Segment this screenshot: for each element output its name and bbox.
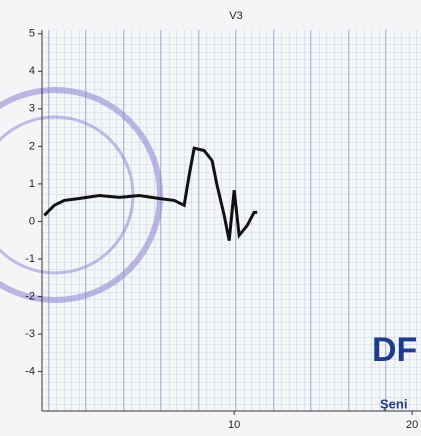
annotation: Şeni [380, 396, 407, 411]
y-tick-label: 0 [29, 215, 35, 227]
y-tick-label: -1 [25, 253, 35, 265]
chart-title: V3 [229, 10, 242, 22]
x-tick-label: 10 [228, 419, 240, 431]
series-line [43, 146, 258, 241]
y-tick-label: -4 [25, 365, 35, 377]
y-tick-label: -2 [25, 290, 35, 302]
y-tick-label: 3 [29, 103, 35, 115]
stamp [0, 87, 163, 303]
y-tick-label: 2 [29, 140, 35, 152]
y-tick-label: 1 [29, 178, 35, 190]
annotation: DF [372, 331, 417, 369]
y-tick-label: 4 [29, 65, 35, 77]
x-tick-label: 20 [406, 419, 418, 431]
y-tick-label: -3 [25, 328, 35, 340]
y-tick-label: 5 [29, 28, 35, 40]
